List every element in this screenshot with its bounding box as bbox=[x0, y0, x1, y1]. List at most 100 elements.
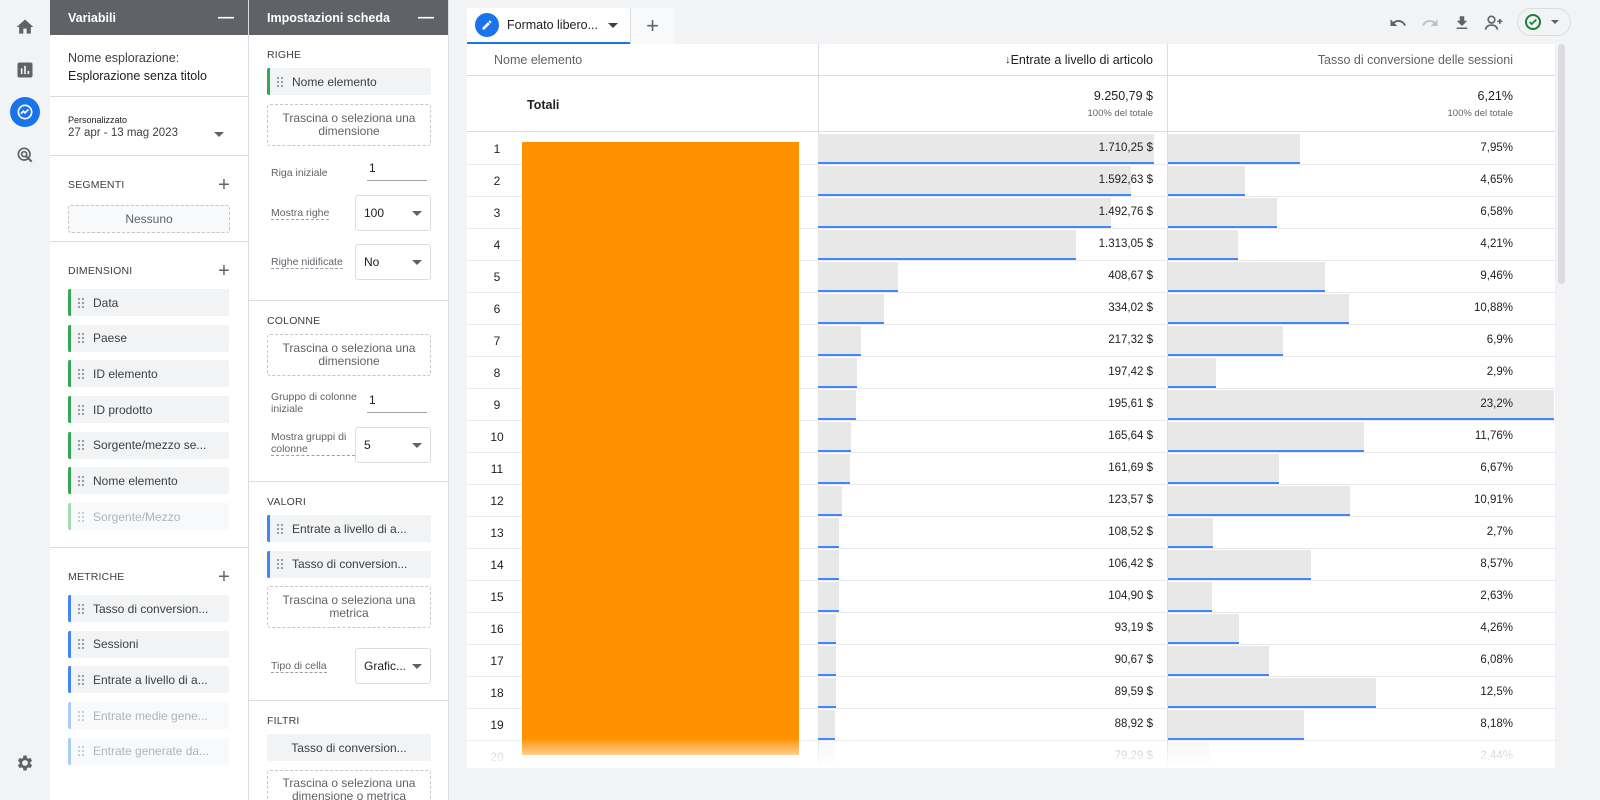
columns-title: COLONNE bbox=[267, 315, 321, 327]
table-row[interactable]: 7 217,32 $ 6,9% bbox=[467, 325, 1555, 357]
revenue-bar bbox=[818, 422, 851, 452]
drag-handle-icon[interactable] bbox=[77, 602, 85, 615]
explore-icon[interactable] bbox=[10, 97, 40, 127]
cell-type-select[interactable]: Grafic... bbox=[355, 648, 431, 684]
col-header-item[interactable]: Nome elemento bbox=[494, 53, 583, 67]
tab-dropdown-icon[interactable] bbox=[608, 22, 619, 28]
add-segment-icon[interactable]: + bbox=[218, 174, 230, 196]
collapse-icon[interactable]: — bbox=[218, 8, 234, 26]
conversion-bar bbox=[1168, 358, 1217, 388]
values-drop-zone[interactable]: Trascina o seleziona una metrica bbox=[267, 586, 431, 629]
reports-icon[interactable] bbox=[10, 55, 40, 85]
table-row[interactable]: 5 408,67 $ 9,46% bbox=[467, 261, 1555, 293]
table-row[interactable]: 2 1.592,63 $ 4,65% bbox=[467, 165, 1555, 197]
date-dropdown-icon[interactable] bbox=[214, 132, 224, 137]
dimension-data[interactable]: Data bbox=[68, 289, 229, 316]
dimension-id-prodotto[interactable]: ID prodotto bbox=[68, 396, 229, 424]
table-row[interactable]: 3 1.492,76 $ 6,58% bbox=[467, 197, 1555, 229]
check-icon bbox=[1525, 14, 1541, 30]
metric-entrate-medie-gene[interactable]: Entrate medie gene... bbox=[68, 702, 229, 730]
filters-drop-zone[interactable]: Trascina o seleziona una dimensione o me… bbox=[267, 769, 431, 800]
advertising-icon[interactable] bbox=[10, 140, 40, 170]
table-row[interactable]: 14 106,42 $ 8,57% bbox=[467, 549, 1555, 581]
value-tasso-di-conversion[interactable]: Tasso di conversion... bbox=[267, 550, 431, 578]
status-button[interactable] bbox=[1517, 8, 1571, 36]
drag-handle-icon[interactable] bbox=[276, 558, 284, 571]
revenue-value: 334,02 $ bbox=[1108, 302, 1153, 314]
add-metric-icon[interactable]: + bbox=[218, 566, 230, 588]
home-icon[interactable] bbox=[10, 12, 40, 42]
gear-icon[interactable] bbox=[10, 748, 40, 778]
scrollbar[interactable] bbox=[1555, 44, 1568, 768]
add-dimension-icon[interactable]: + bbox=[218, 260, 230, 282]
drag-handle-icon[interactable] bbox=[77, 474, 85, 487]
table-row[interactable]: 10 165,64 $ 11,76% bbox=[467, 421, 1555, 453]
rows-chip[interactable]: Nome elemento bbox=[267, 68, 431, 95]
download-icon[interactable] bbox=[1451, 12, 1473, 34]
conversion-value: 6,67% bbox=[1480, 462, 1513, 474]
value-entrate-a-livello-di-a[interactable]: Entrate a livello di a... bbox=[267, 515, 431, 542]
dimension-sorgente-mezzo-se[interactable]: Sorgente/mezzo se... bbox=[68, 431, 229, 459]
scrollbar-thumb[interactable] bbox=[1558, 44, 1565, 284]
table-row[interactable]: 9 195,61 $ 23,2% bbox=[467, 389, 1555, 421]
start-row-input[interactable]: 1 bbox=[367, 161, 427, 181]
col-header-conv[interactable]: Tasso di conversione delle sessioni bbox=[1317, 53, 1513, 67]
exploration-name-input[interactable]: Esplorazione senza titolo bbox=[68, 69, 207, 83]
date-range-section[interactable]: Personalizzato 27 apr - 13 mag 2023 bbox=[50, 97, 248, 156]
conversion-bar bbox=[1168, 678, 1376, 708]
drag-handle-icon[interactable] bbox=[77, 439, 85, 452]
table-row[interactable]: 15 104,90 $ 2,63% bbox=[467, 581, 1555, 613]
dimension-nome-elemento[interactable]: Nome elemento bbox=[68, 467, 229, 495]
drag-handle-icon[interactable] bbox=[77, 745, 85, 758]
drag-handle-icon[interactable] bbox=[77, 638, 85, 651]
columns-drop-zone[interactable]: Trascina o seleziona una dimensione bbox=[267, 334, 431, 376]
filters-chip[interactable]: Tasso di conversion... bbox=[267, 734, 431, 761]
share-icon[interactable] bbox=[1483, 12, 1505, 34]
drag-handle-icon[interactable] bbox=[77, 332, 85, 345]
totals-revenue: 9.250,79 $ bbox=[1093, 89, 1153, 103]
table-row[interactable]: 17 90,67 $ 6,08% bbox=[467, 645, 1555, 677]
undo-icon[interactable] bbox=[1387, 12, 1409, 34]
metric-sessioni[interactable]: Sessioni bbox=[68, 630, 229, 658]
segments-empty[interactable]: Nessuno bbox=[68, 205, 230, 233]
table-row[interactable]: 1 1.710,25 $ 7,95% bbox=[467, 133, 1555, 165]
redo-icon[interactable] bbox=[1419, 12, 1441, 34]
exploration-name-section: Nome esplorazione: Esplorazione senza ti… bbox=[50, 35, 248, 97]
table-row[interactable]: 8 197,42 $ 2,9% bbox=[467, 357, 1555, 389]
col-header-revenue[interactable]: ↓ Entrate a livello di articolo bbox=[1005, 53, 1153, 67]
add-tab-button[interactable]: + bbox=[630, 8, 675, 44]
table-row[interactable]: 18 89,59 $ 12,5% bbox=[467, 677, 1555, 709]
table-row[interactable]: 13 108,52 $ 2,7% bbox=[467, 517, 1555, 549]
start-col-group-input[interactable]: 1 bbox=[367, 393, 427, 413]
rows-drop-zone[interactable]: Trascina o seleziona una dimensione bbox=[267, 103, 431, 146]
tab-freeform[interactable]: Formato libero... bbox=[467, 8, 631, 44]
sort-desc-icon: ↓ bbox=[1005, 54, 1011, 66]
edit-icon[interactable] bbox=[475, 13, 499, 37]
conversion-bar bbox=[1168, 646, 1270, 676]
table-row[interactable]: 4 1.313,05 $ 4,21% bbox=[467, 229, 1555, 261]
metric-entrate-a-livello-di-a[interactable]: Entrate a livello di a... bbox=[68, 666, 229, 694]
drag-handle-icon[interactable] bbox=[276, 522, 284, 535]
drag-handle-icon[interactable] bbox=[77, 709, 85, 722]
show-col-groups-select[interactable]: 5 bbox=[355, 427, 431, 463]
table-row[interactable]: 16 93,19 $ 4,26% bbox=[467, 613, 1555, 645]
collapse-icon[interactable]: — bbox=[418, 8, 434, 26]
table-row[interactable]: 6 334,02 $ 10,88% bbox=[467, 293, 1555, 325]
revenue-bar bbox=[818, 646, 836, 676]
drag-handle-icon[interactable] bbox=[77, 403, 85, 416]
table-row[interactable]: 12 123,57 $ 10,91% bbox=[467, 485, 1555, 517]
dimension-sorgente-mezzo[interactable]: Sorgente/Mezzo bbox=[68, 503, 229, 531]
drag-handle-icon[interactable] bbox=[77, 510, 85, 523]
totals-row: Totali 9.250,79 $ 100% del totale 6,21% … bbox=[467, 76, 1555, 132]
show-rows-select[interactable]: 100 bbox=[355, 195, 431, 231]
drag-handle-icon[interactable] bbox=[77, 296, 85, 309]
drag-handle-icon[interactable] bbox=[77, 367, 85, 380]
row-number: 9 bbox=[493, 398, 501, 412]
nested-rows-select[interactable]: No bbox=[355, 244, 431, 280]
metric-tasso-di-conversion[interactable]: Tasso di conversion... bbox=[68, 595, 229, 622]
metric-entrate-generate-da[interactable]: Entrate generate da... bbox=[68, 737, 229, 765]
table-row[interactable]: 11 161,69 $ 6,67% bbox=[467, 453, 1555, 485]
drag-handle-icon[interactable] bbox=[77, 673, 85, 686]
dimension-paese[interactable]: Paese bbox=[68, 324, 229, 352]
dimension-id-elemento[interactable]: ID elemento bbox=[68, 360, 229, 388]
